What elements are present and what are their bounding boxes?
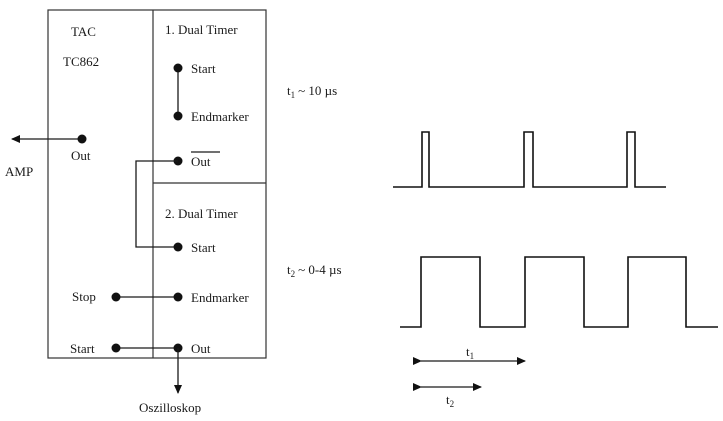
timer2-out-label: Out <box>191 341 211 356</box>
t1-arrow-label: t1 <box>466 344 474 361</box>
tac-stop-terminal <box>112 293 121 302</box>
timer1-start-terminal <box>174 64 183 73</box>
timer2-title: 2. Dual Timer <box>165 206 238 221</box>
t1-duration-label: t1 ~ 10 µs <box>287 83 337 100</box>
t2-arrow-label: t2 <box>446 392 454 409</box>
pulse-signal-t2 <box>400 257 718 327</box>
timer1-endmarker-terminal <box>174 112 183 121</box>
timer1-title: 1. Dual Timer <box>165 22 238 37</box>
timer2-endmarker-terminal <box>174 293 183 302</box>
tac-out-terminal <box>78 135 87 144</box>
tac-model: TC862 <box>63 54 99 69</box>
pulse-signal-t1 <box>393 132 666 187</box>
tac-out-label: Out <box>71 148 91 163</box>
timer1-out-label: Out <box>191 154 211 169</box>
oscilloscope-label: Oszilloskop <box>139 400 201 415</box>
t2-duration-label: t2 ~ 0-4 µs <box>287 262 342 279</box>
tac-start-label: Start <box>70 341 95 356</box>
tac-start-terminal <box>112 344 121 353</box>
amp-label: AMP <box>5 164 33 179</box>
timer1-endmarker-label: Endmarker <box>191 109 249 124</box>
timer2-endmarker-label: Endmarker <box>191 290 249 305</box>
timer2-start-label: Start <box>191 240 216 255</box>
tac-stop-label: Stop <box>72 289 96 304</box>
timer1-to-timer2-wire <box>136 161 178 247</box>
tac-name: TAC <box>71 24 96 39</box>
timer1-start-label: Start <box>191 61 216 76</box>
timer2-start-terminal <box>174 243 183 252</box>
